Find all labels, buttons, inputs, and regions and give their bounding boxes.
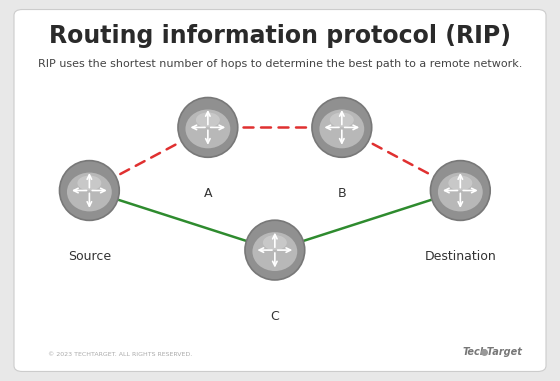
Ellipse shape — [77, 176, 101, 190]
Text: B: B — [338, 187, 346, 200]
Ellipse shape — [438, 173, 483, 211]
Ellipse shape — [196, 112, 220, 127]
Text: TechTarget: TechTarget — [462, 347, 522, 357]
Text: © 2023 TECHTARGET. ALL RIGHTS RESERVED.: © 2023 TECHTARGET. ALL RIGHTS RESERVED. — [48, 352, 193, 357]
Text: A: A — [204, 187, 212, 200]
Ellipse shape — [431, 161, 490, 220]
Text: C: C — [270, 310, 279, 323]
Ellipse shape — [59, 161, 119, 220]
Ellipse shape — [449, 176, 472, 190]
Ellipse shape — [319, 109, 364, 148]
Text: Destination: Destination — [424, 250, 496, 263]
Ellipse shape — [67, 173, 112, 211]
Text: Source: Source — [68, 250, 111, 263]
Ellipse shape — [178, 98, 238, 157]
Ellipse shape — [330, 112, 354, 127]
Text: Routing information protocol (RIP): Routing information protocol (RIP) — [49, 24, 511, 48]
Ellipse shape — [253, 232, 297, 271]
Ellipse shape — [263, 235, 287, 250]
Ellipse shape — [312, 98, 372, 157]
Ellipse shape — [185, 109, 230, 148]
Ellipse shape — [245, 220, 305, 280]
Text: RIP uses the shortest number of hops to determine the best path to a remote netw: RIP uses the shortest number of hops to … — [38, 59, 522, 69]
